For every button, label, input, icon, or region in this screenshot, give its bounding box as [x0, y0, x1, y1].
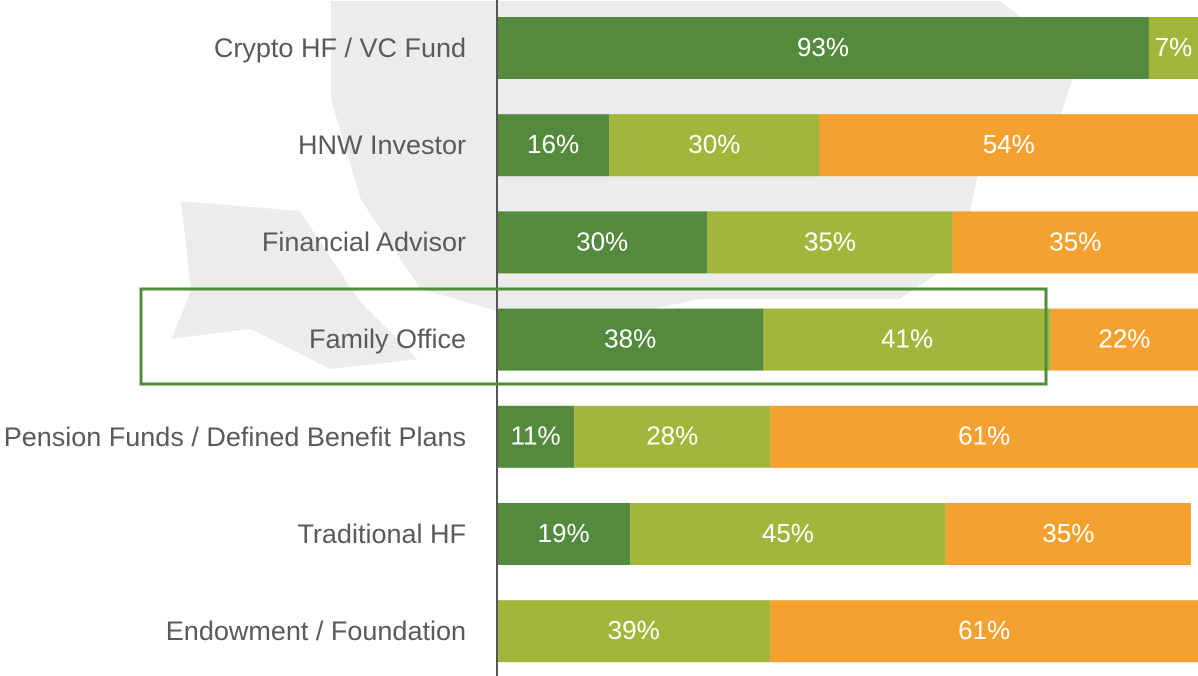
category-label: Crypto HF / VC Fund	[213, 32, 466, 63]
bar-segment	[574, 405, 771, 468]
value-label: 11%	[511, 421, 561, 451]
bar-segment	[497, 405, 575, 468]
bar-segment	[707, 211, 953, 274]
bar-segment	[763, 308, 1051, 371]
value-label: 38%	[604, 323, 656, 353]
map-shape	[168, 198, 423, 372]
value-label: 35%	[1042, 518, 1094, 548]
bar-segment	[630, 503, 946, 565]
bar-segment	[952, 211, 1198, 274]
highlight-box	[139, 287, 1048, 386]
value-label: 54%	[983, 129, 1035, 159]
value-label: 39%	[608, 615, 660, 645]
category-label: Pension Funds / Defined Benefit Plans	[3, 421, 466, 452]
value-label: 28%	[646, 421, 698, 451]
value-label: 35%	[1049, 226, 1101, 256]
category-label: Financial Advisor	[261, 227, 466, 258]
value-label: 16%	[527, 129, 579, 159]
value-label: 41%	[881, 323, 933, 353]
category-label: HNW Investor	[297, 129, 466, 160]
value-label: 45%	[762, 518, 814, 548]
bar-segment	[497, 308, 764, 371]
value-label: 30%	[576, 226, 628, 256]
value-label: 19%	[538, 518, 590, 548]
category-label: Endowment / Foundation	[165, 615, 466, 646]
bar-segment	[497, 17, 1149, 79]
bar-segment	[770, 405, 1198, 468]
bar-segment	[497, 600, 771, 663]
bar-segment	[497, 211, 708, 274]
value-label: 35%	[804, 226, 856, 256]
category-label: Traditional HF	[297, 518, 466, 549]
value-label: 22%	[1098, 323, 1150, 353]
bar-segment	[1050, 308, 1198, 371]
bar-segment	[770, 600, 1198, 663]
value-label: 61%	[958, 421, 1010, 451]
bar-segment	[819, 114, 1198, 177]
value-label: 61%	[958, 615, 1010, 645]
category-label: Family Office	[308, 324, 466, 355]
bar-segment	[497, 503, 631, 565]
value-label: 93%	[797, 32, 849, 62]
bar-segment	[945, 503, 1191, 565]
bar-segment	[497, 114, 610, 177]
bar-segment	[1148, 17, 1198, 79]
value-label: 7%	[1155, 32, 1193, 62]
value-label: 30%	[688, 129, 740, 159]
bar-segment	[609, 114, 820, 177]
